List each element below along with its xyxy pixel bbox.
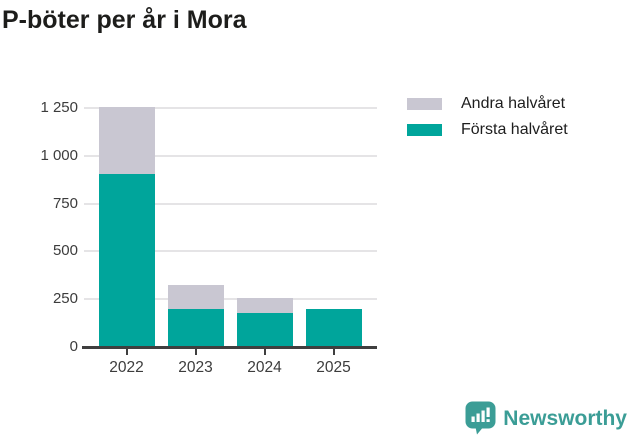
y-axis-tick-label: 500 bbox=[52, 242, 78, 260]
bar-2025-Första halvåret bbox=[305, 309, 362, 347]
bar-2022-Första halvåret bbox=[98, 173, 155, 347]
legend-label: Första halvåret bbox=[461, 121, 568, 138]
newsworthy-logo-text: Newsworthy bbox=[503, 406, 627, 430]
x-axis-tick-2024 bbox=[263, 349, 266, 355]
bar-2023-Andra halvåret bbox=[167, 284, 224, 310]
x-axis-tick-label: 2022 bbox=[109, 359, 144, 376]
x-axis-tick-label: 2024 bbox=[247, 359, 282, 376]
x-axis-line bbox=[82, 346, 377, 349]
gridline-y-250 bbox=[84, 298, 377, 301]
gridline-y-1250 bbox=[84, 107, 377, 109]
chart-legend: Andra halvåret Första halvåret bbox=[407, 91, 568, 143]
bar-2023-Första halvåret bbox=[167, 309, 224, 347]
x-axis-tick-label: 2025 bbox=[316, 359, 351, 376]
newsworthy-logo[interactable]: Newsworthy bbox=[465, 401, 627, 435]
newsworthy-bar-chart-bubble-icon bbox=[465, 401, 496, 435]
legend-item: Andra halvåret bbox=[407, 91, 568, 117]
x-axis-tick-2022 bbox=[125, 349, 128, 355]
legend-label: Andra halvåret bbox=[461, 95, 566, 112]
bar-2022-Andra halvåret bbox=[98, 107, 155, 174]
y-axis-tick-label: 1 250 bbox=[40, 99, 78, 116]
bar-2024-Första halvåret bbox=[236, 313, 293, 347]
gridline-y-1000 bbox=[84, 154, 377, 157]
chart-title: P-böter per år i Mora bbox=[2, 6, 247, 34]
y-axis-tick-label: 1 000 bbox=[40, 146, 78, 164]
y-axis-tick-label: 0 bbox=[69, 338, 78, 355]
x-axis-tick-2023 bbox=[194, 349, 197, 355]
x-axis-tick-label: 2023 bbox=[178, 359, 213, 376]
legend-item: Första halvåret bbox=[407, 117, 568, 143]
legend-swatch bbox=[407, 124, 442, 136]
gridline-y-750 bbox=[84, 202, 377, 205]
y-axis-tick-label: 750 bbox=[52, 194, 78, 212]
x-axis-tick-2025 bbox=[332, 349, 335, 355]
legend-swatch bbox=[407, 98, 442, 110]
y-axis-tick-label: 250 bbox=[52, 290, 78, 308]
gridline-y-500 bbox=[84, 250, 377, 253]
bar-2024-Andra halvåret bbox=[236, 297, 293, 314]
